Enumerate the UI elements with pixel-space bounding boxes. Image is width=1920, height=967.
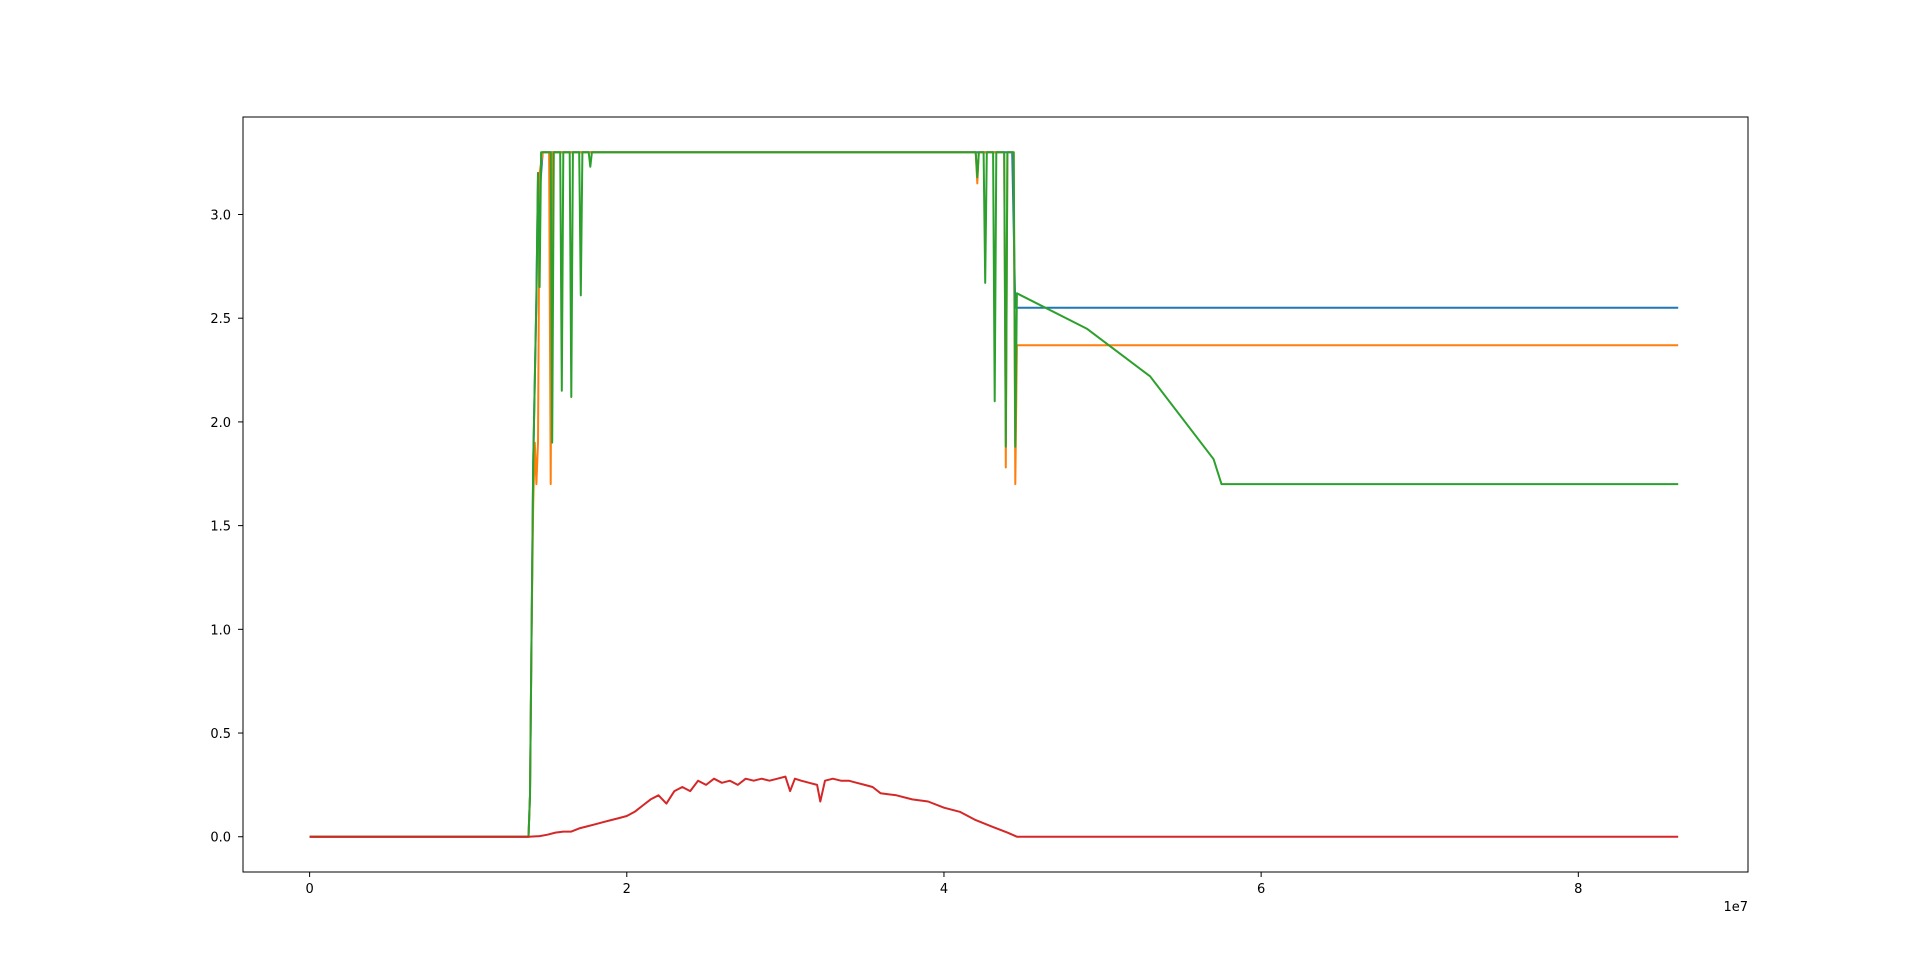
x-tick-label: 0 xyxy=(305,882,313,897)
x-tick-label: 4 xyxy=(940,882,948,897)
x-axis: 0 2 4 6 8 xyxy=(305,872,1582,897)
y-tick-label: 2.0 xyxy=(210,416,231,431)
y-tick-label: 1.0 xyxy=(210,623,231,638)
x-tick-label: 6 xyxy=(1257,882,1265,897)
series-line-4 xyxy=(309,775,1679,838)
plot-frame xyxy=(242,116,1749,873)
y-tick-label: 0.0 xyxy=(210,831,231,846)
y-tick-label: 2.5 xyxy=(210,312,231,327)
series-layer xyxy=(309,151,1679,838)
y-tick-label: 3.0 xyxy=(210,208,231,223)
x-tick-label: 2 xyxy=(623,882,631,897)
y-tick-label: 0.5 xyxy=(210,727,231,742)
series-line-3 xyxy=(309,151,1679,838)
x-axis-offset-label: 1e7 xyxy=(1723,900,1748,915)
x-tick-label: 8 xyxy=(1574,882,1582,897)
y-axis: 0.0 0.5 1.0 1.5 2.0 2.5 3.0 xyxy=(210,208,243,846)
y-tick-label: 1.5 xyxy=(210,520,231,535)
